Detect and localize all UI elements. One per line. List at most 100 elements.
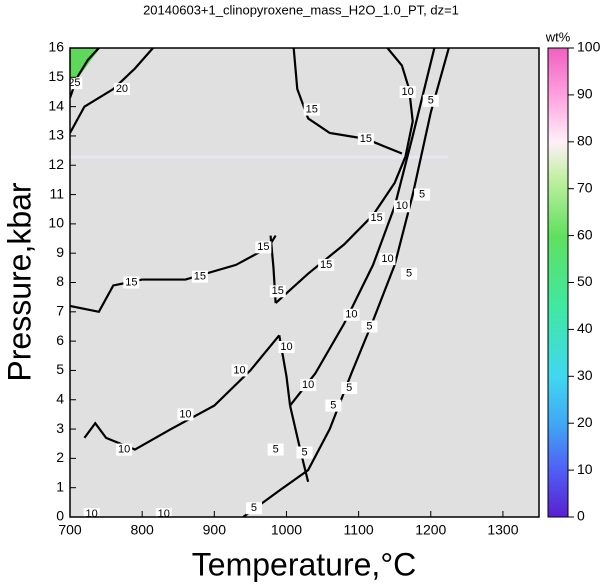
y-axis-label: Pressure,kbar <box>1 182 37 382</box>
contour-label: 15 <box>306 103 318 115</box>
contour-label-box <box>361 320 378 333</box>
contour-label-box <box>379 253 396 266</box>
contour-line <box>289 48 436 407</box>
contour-label-box <box>296 446 313 459</box>
contour-label: 10 <box>158 508 170 520</box>
contour-label: 15 <box>360 133 372 145</box>
contour-label: 15 <box>194 271 206 283</box>
y-tick-label: 15 <box>48 68 64 84</box>
contour-label: 10 <box>402 86 414 98</box>
contour-label-box <box>269 285 286 298</box>
x-tick-label: 800 <box>130 522 154 538</box>
contour-label-box <box>318 258 335 271</box>
contour-label: 15 <box>320 259 332 271</box>
contour-label: 5 <box>251 502 257 514</box>
colorbar-tick-label: 70 <box>577 179 593 195</box>
contour-label-box <box>83 508 100 517</box>
contour-label-box <box>422 94 439 107</box>
contour-label: 25 <box>68 77 80 89</box>
y-tick-label: 10 <box>48 215 64 231</box>
contour-label-box <box>155 508 172 517</box>
contour-label-box <box>300 379 317 392</box>
x-tick-label: 1100 <box>344 522 374 538</box>
x-tick-label: 1300 <box>487 522 518 538</box>
x-tick-label: 900 <box>203 522 227 538</box>
y-tick-label: 11 <box>49 185 64 201</box>
colorbar-tick-label: 0 <box>577 508 585 524</box>
contour-label-box <box>191 270 208 283</box>
y-tick-label: 6 <box>56 332 64 348</box>
contour-label: 5 <box>428 95 434 107</box>
colorbar-label: wt% <box>545 29 571 44</box>
contour-label-box <box>341 382 358 395</box>
contour-label-box <box>414 188 431 201</box>
contour-label: 5 <box>330 400 336 412</box>
colorbar-tick-label: 80 <box>577 133 593 149</box>
contour-label: 20 <box>116 83 128 95</box>
contour-label: 10 <box>345 309 357 321</box>
y-tick-label: 3 <box>56 420 64 436</box>
contour-line <box>70 48 154 134</box>
y-tick-label: 0 <box>56 508 64 524</box>
colorbar-tick-label: 10 <box>577 461 593 477</box>
colorbar-tick-label: 60 <box>577 226 593 242</box>
y-tick-label: 4 <box>56 390 64 406</box>
colorbar-tick-label: 30 <box>577 367 593 383</box>
colorbar-tick-label: 100 <box>577 39 601 55</box>
colorbar-tick-label: 40 <box>577 320 593 336</box>
contour-label: 15 <box>125 276 137 288</box>
x-tick-label: 700 <box>58 522 82 538</box>
y-tick-label: 12 <box>48 156 64 172</box>
contour-label-box <box>368 212 385 225</box>
contour-label: 5 <box>419 188 425 200</box>
contour-label: 10 <box>233 364 245 376</box>
colorbar-tick-label: 20 <box>577 414 593 430</box>
contour-label-box <box>357 132 374 145</box>
contour-label: 10 <box>302 379 314 391</box>
plot-background <box>70 48 539 517</box>
y-tick-label: 5 <box>56 361 64 377</box>
y-tick-label: 8 <box>56 273 64 289</box>
y-tick-label: 2 <box>56 449 64 465</box>
contour-label: 10 <box>179 408 191 420</box>
contour-label-box <box>177 408 194 421</box>
contour-label-box <box>303 103 320 116</box>
contour-label-box <box>399 85 416 98</box>
contour-label: 5 <box>301 446 307 458</box>
y-tick-label: 9 <box>56 244 64 260</box>
contour-line <box>274 156 407 304</box>
contour-label-box <box>245 502 262 515</box>
x-axis-label: Temperature,°C <box>192 546 416 582</box>
colorbar-tick-label: 50 <box>577 273 593 289</box>
contour-label: 15 <box>272 285 284 297</box>
colorbar <box>547 47 569 518</box>
contour-label: 15 <box>371 212 383 224</box>
contour-label: 15 <box>257 241 269 253</box>
contour-label-box <box>123 276 140 289</box>
y-tick-label: 7 <box>56 303 64 319</box>
colorbar-tick-label: 90 <box>577 86 593 102</box>
y-tick-label: 13 <box>48 127 64 143</box>
contour-label-box <box>116 443 133 456</box>
contour-label-box <box>343 308 360 321</box>
y-tick-label: 14 <box>48 97 64 113</box>
y-tick-label: 1 <box>56 478 64 494</box>
contour-label-box <box>325 399 342 412</box>
contour-label: 10 <box>381 253 393 265</box>
contour-line <box>242 48 450 517</box>
contour-label: 10 <box>280 341 292 353</box>
contour-label-box <box>393 200 410 213</box>
contour-label: 10 <box>396 200 408 212</box>
contour-label: 5 <box>346 382 352 394</box>
contour-label: 5 <box>366 320 372 332</box>
contour-label: 5 <box>406 268 412 280</box>
y-tick-label: 16 <box>48 39 64 55</box>
contour-label: 10 <box>86 508 98 520</box>
contour-label-box <box>255 241 272 254</box>
contour-label: 10 <box>118 443 130 455</box>
contour-label-box <box>231 364 248 377</box>
chart-title: 20140603+1_clinopyroxene_mass_H2O_1.0_PT… <box>143 2 459 17</box>
contour-label-box <box>401 267 418 280</box>
